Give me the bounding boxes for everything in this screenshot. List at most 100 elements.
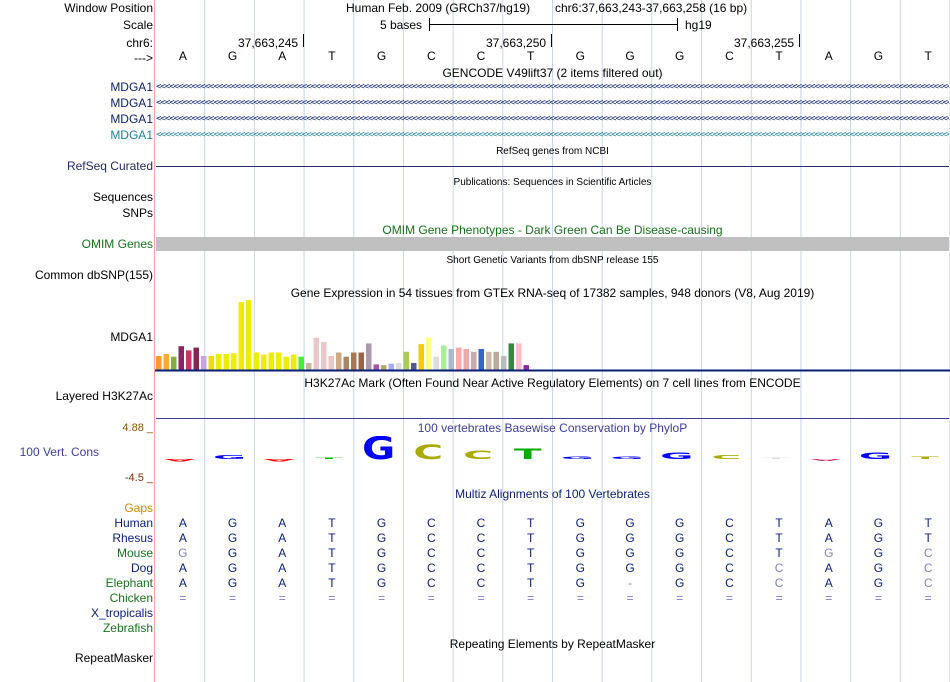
gtex-tissue-bar[interactable] <box>261 354 267 370</box>
gtex-tissue-bar[interactable] <box>486 351 492 370</box>
aligned-base: A <box>178 576 187 590</box>
gtex-tissue-bar[interactable] <box>516 343 522 370</box>
gtex-tissue-bar[interactable] <box>471 351 477 370</box>
label-chr[interactable]: chr6: <box>126 36 153 50</box>
gtex-bar-chart[interactable] <box>155 300 950 372</box>
gtex-tissue-bar[interactable] <box>231 353 237 370</box>
gtex-tissue-bar[interactable] <box>208 356 215 370</box>
label-refseq-curated[interactable]: RefSeq Curated <box>66 159 153 173</box>
gtex-tissue-bar[interactable] <box>456 347 462 370</box>
label-gaps[interactable]: Gaps <box>124 501 153 515</box>
species-label-x-tropicalis[interactable]: X_tropicalis <box>90 606 153 620</box>
gtex-tissue-bar[interactable] <box>501 356 507 370</box>
gene-transcript-mdga1[interactable]: <<<<<<<<<<<<<<<<<<<<<<<<<<<<<<<<<<<<<<<<… <box>156 98 949 108</box>
species-label-dog[interactable]: Dog <box>130 561 153 575</box>
gtex-tissue-bar[interactable] <box>426 337 432 370</box>
gtex-tissue-bar[interactable] <box>358 352 365 371</box>
gtex-tissue-bar[interactable] <box>321 342 327 370</box>
repeatmasker-track-title[interactable]: Repeating Elements by RepeatMasker <box>449 637 656 651</box>
publications-track-title[interactable]: Publications: Sequences in Scientific Ar… <box>453 177 652 188</box>
label-omim-genes[interactable]: OMIM Genes <box>81 237 153 251</box>
gtex-tissue-bar[interactable] <box>253 352 260 371</box>
gtex-tissue-bar[interactable] <box>306 363 312 370</box>
label-window-position[interactable]: Window Position <box>64 1 153 15</box>
gtex-tissue-bar[interactable] <box>388 363 395 370</box>
gtex-tissue-bar[interactable] <box>178 346 185 370</box>
species-label-mouse[interactable]: Mouse <box>116 546 153 560</box>
gtex-tissue-bar[interactable] <box>298 356 305 370</box>
gtex-tissue-bar[interactable] <box>201 356 207 370</box>
gtex-tissue-bar[interactable] <box>276 352 282 371</box>
gtex-tissue-bar[interactable] <box>283 356 290 370</box>
gtex-tissue-bar[interactable] <box>238 302 245 370</box>
aligned-base: G <box>376 516 387 530</box>
gene-label-mdga1[interactable]: MDGA1 <box>110 80 153 94</box>
label-scale[interactable]: Scale <box>122 18 153 32</box>
aligned-base: = <box>725 591 733 605</box>
refseq-gene-line[interactable] <box>156 166 949 167</box>
gtex-track-title[interactable]: Gene Expression in 54 tissues from GTEx … <box>290 286 815 300</box>
gtex-tissue-bar[interactable] <box>366 343 372 370</box>
label-layered-h3k27ac[interactable]: Layered H3K27Ac <box>55 389 153 403</box>
phylop-track-title[interactable]: 100 vertebrates Basewise Conservation by… <box>417 421 688 435</box>
h3k27ac-track-title[interactable]: H3K27Ac Mark (Often Found Near Active Re… <box>304 376 801 390</box>
label-common-dbsnp[interactable]: Common dbSNP(155) <box>34 268 153 282</box>
species-label-human[interactable]: Human <box>114 516 153 530</box>
gene-transcript-mdga1[interactable]: <<<<<<<<<<<<<<<<<<<<<<<<<<<<<<<<<<<<<<<<… <box>156 114 949 124</box>
gtex-tissue-bar[interactable] <box>433 356 440 370</box>
gtex-tissue-bar[interactable] <box>478 349 485 370</box>
gtex-tissue-bar[interactable] <box>171 356 177 370</box>
species-label-zebrafish[interactable]: Zebrafish <box>102 621 153 635</box>
scale-bar-right <box>677 18 678 31</box>
gtex-tissue-bar[interactable] <box>441 345 447 371</box>
dbsnp-track-title[interactable]: Short Genetic Variants from dbSNP releas… <box>446 255 659 266</box>
refseq-track-title[interactable]: RefSeq genes from NCBI <box>496 146 609 157</box>
gtex-tissue-bar[interactable] <box>246 300 252 370</box>
gtex-tissue-bar[interactable] <box>523 365 530 370</box>
species-label-rhesus[interactable]: Rhesus <box>112 531 153 545</box>
gtex-tissue-bar[interactable] <box>336 352 342 371</box>
label-100-vert-cons[interactable]: 100 Vert. Cons <box>19 445 99 459</box>
species-label-elephant[interactable]: Elephant <box>105 576 153 590</box>
gtex-tissue-bar[interactable] <box>156 356 162 370</box>
omim-track-title[interactable]: OMIM Gene Phenotypes - Dark Green Can Be… <box>382 223 723 237</box>
gtex-tissue-bar[interactable] <box>351 352 357 371</box>
multiz-track-title[interactable]: Multiz Alignments of 100 Vertebrates <box>455 487 650 501</box>
gtex-tissue-bar[interactable] <box>343 356 350 370</box>
gene-transcript-mdga1[interactable]: <<<<<<<<<<<<<<<<<<<<<<<<<<<<<<<<<<<<<<<<… <box>156 82 949 92</box>
gtex-tissue-bar[interactable] <box>186 350 192 370</box>
aligned-base: G <box>675 516 685 530</box>
gtex-tissue-bar[interactable] <box>493 351 500 370</box>
gtex-tissue-bar[interactable] <box>268 352 275 371</box>
omim-gene-bar[interactable] <box>156 237 949 251</box>
gtex-tissue-bar[interactable] <box>463 349 470 370</box>
scale-db: hg19 <box>685 18 712 32</box>
gtex-tissue-bar[interactable] <box>418 344 425 370</box>
gtex-tissue-bar[interactable] <box>193 347 200 370</box>
gtex-tissue-bar[interactable] <box>448 349 455 370</box>
gencode-track-title[interactable]: GENCODE V49lift37 (2 items filtered out) <box>442 66 663 80</box>
gtex-tissue-bar[interactable] <box>381 365 387 370</box>
gtex-tissue-bar[interactable] <box>313 337 320 370</box>
gtex-tissue-bar[interactable] <box>396 363 402 370</box>
label-gtex-gene[interactable]: MDGA1 <box>110 330 153 344</box>
gtex-tissue-bar[interactable] <box>403 351 410 370</box>
species-label-chicken[interactable]: Chicken <box>109 591 153 605</box>
gene-label-mdga1[interactable]: MDGA1 <box>110 128 153 142</box>
phylop-logo[interactable]: AGA T G C C T G G G C TA G T <box>155 436 950 470</box>
gtex-tissue-bar[interactable] <box>291 354 297 370</box>
gtex-tissue-bar[interactable] <box>328 356 335 370</box>
gtex-tissue-bar[interactable] <box>508 343 515 370</box>
label-repeatmasker[interactable]: RepeatMasker <box>74 651 153 665</box>
gene-transcript-mdga1[interactable]: <<<<<<<<<<<<<<<<<<<<<<<<<<<<<<<<<<<<<<<<… <box>156 130 949 140</box>
gtex-tissue-bar[interactable] <box>411 363 417 370</box>
label-snps[interactable]: SNPs <box>122 206 153 220</box>
gtex-tissue-bar[interactable] <box>373 364 380 370</box>
gene-label-mdga1[interactable]: MDGA1 <box>110 112 153 126</box>
label-sequences[interactable]: Sequences <box>92 190 153 204</box>
gtex-tissue-bar[interactable] <box>223 353 230 370</box>
gtex-tissue-bar[interactable] <box>163 353 170 370</box>
gene-label-mdga1[interactable]: MDGA1 <box>110 96 153 110</box>
gtex-tissue-bar[interactable] <box>216 353 222 370</box>
